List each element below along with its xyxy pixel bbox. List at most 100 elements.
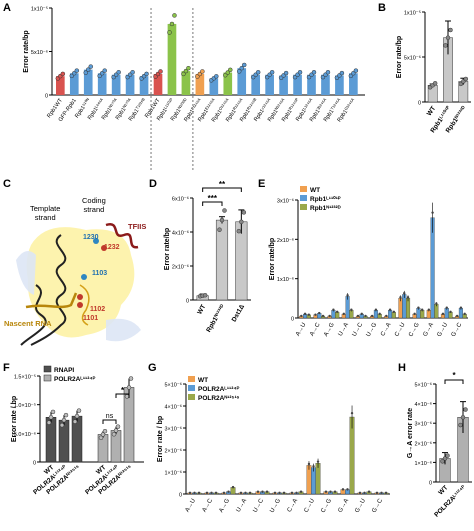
bar — [83, 69, 93, 95]
data-point — [378, 312, 381, 316]
data-point — [314, 313, 317, 316]
data-point — [85, 67, 91, 72]
data-point — [222, 208, 227, 213]
y-axis-label: G→A error rate — [407, 408, 414, 458]
bar — [444, 308, 449, 319]
x-tick-label: A→U — [295, 322, 307, 337]
x-tick-label: G→A — [422, 322, 435, 338]
template-strand — [30, 234, 67, 346]
data-point — [72, 419, 78, 424]
data-point — [290, 491, 294, 495]
data-point — [384, 491, 388, 495]
y-tick-label: 0 — [418, 101, 421, 107]
x-tick-label: G→U — [354, 498, 367, 514]
data-point — [449, 310, 452, 314]
x-tick-label: C→G — [408, 322, 421, 338]
y-tick-label: 0 — [291, 317, 294, 323]
data-point — [445, 453, 450, 458]
y-tick-label: 6x10⁻⁶ — [172, 196, 189, 203]
y-tick-label: 1×10⁻⁶ — [414, 460, 432, 467]
data-point — [460, 415, 466, 420]
data-point — [169, 21, 175, 27]
data-point — [236, 228, 242, 234]
bar — [69, 73, 79, 95]
label-template-strand: Template strand — [30, 204, 61, 222]
data-point — [335, 310, 339, 314]
bar — [405, 298, 411, 319]
data-point — [111, 432, 117, 437]
y-tick-label: 5x10⁻⁶ — [31, 49, 48, 56]
data-point — [222, 491, 226, 495]
data-point — [130, 70, 135, 75]
x-tick-label: G→U — [436, 322, 449, 338]
data-point — [261, 490, 264, 493]
data-point — [124, 394, 130, 399]
data-point — [295, 491, 298, 495]
x-tick-label: A→G — [323, 322, 336, 338]
x-tick-label: Dst1Δ — [231, 303, 247, 323]
data-point — [318, 311, 321, 315]
data-point — [76, 408, 82, 413]
data-point — [74, 413, 80, 419]
sig-bracket — [202, 187, 242, 192]
x-tick-label: U→C — [253, 497, 266, 513]
data-point — [432, 81, 438, 86]
chart-panel-e: 0 1x10⁻⁶ 2x10⁻⁶ 3x10⁻⁶ Error rate/bp A→U A→C A→… — [269, 186, 468, 338]
y-tick-label: 1x10⁻⁵ — [31, 6, 48, 13]
polymerase-body — [26, 227, 135, 338]
label-tfiis: TFIIS — [128, 222, 147, 231]
data-point — [333, 490, 337, 493]
x-tick-label: C→G — [320, 498, 333, 514]
y-tick-label: 3x10⁻⁶ — [277, 198, 294, 205]
bar — [209, 78, 219, 95]
data-point — [200, 69, 205, 74]
sig-bracket — [202, 201, 223, 206]
data-point — [440, 459, 445, 464]
data-point — [115, 424, 121, 429]
data-point — [297, 70, 303, 75]
data-point — [403, 292, 406, 295]
data-point — [248, 491, 252, 495]
data-point — [236, 69, 242, 74]
data-point — [283, 70, 289, 76]
data-point — [329, 490, 332, 493]
bar — [97, 73, 107, 95]
data-point — [363, 491, 366, 495]
data-point — [193, 491, 196, 495]
significance-label: ns — [106, 413, 114, 420]
x-tick-label: C→U — [394, 322, 407, 338]
data-point — [116, 70, 121, 75]
data-point — [144, 71, 149, 77]
data-point — [463, 312, 466, 316]
data-point — [255, 70, 261, 75]
data-point — [239, 219, 244, 225]
bar — [215, 219, 229, 301]
x-tick-label: U→C — [352, 321, 365, 337]
y-tick-label: 0 — [33, 461, 36, 467]
data-point — [341, 488, 345, 491]
x-tick-label: WT — [196, 303, 207, 315]
data-point — [342, 312, 346, 316]
data-point — [282, 491, 286, 495]
bar — [321, 74, 330, 95]
data-point — [325, 70, 331, 75]
data-point — [214, 491, 218, 495]
legend-label: WT — [310, 187, 320, 194]
data-point — [128, 376, 134, 381]
data-point — [183, 68, 189, 74]
panel-label-c: C — [3, 178, 11, 190]
data-point — [100, 432, 106, 437]
data-point — [316, 460, 320, 463]
data-point — [463, 407, 468, 412]
y-tick-label: 5.0×10⁻⁶ — [14, 431, 36, 438]
data-point — [241, 210, 247, 215]
y-tick-label: 4×10⁻⁶ — [164, 404, 182, 411]
y-axis-label: Error rate/bp — [164, 228, 171, 270]
significance-label: * — [121, 386, 125, 395]
data-point — [197, 491, 201, 495]
data-point — [399, 296, 402, 299]
label-1103: 1103 — [92, 270, 108, 277]
data-point — [463, 76, 469, 82]
data-point — [388, 308, 392, 311]
